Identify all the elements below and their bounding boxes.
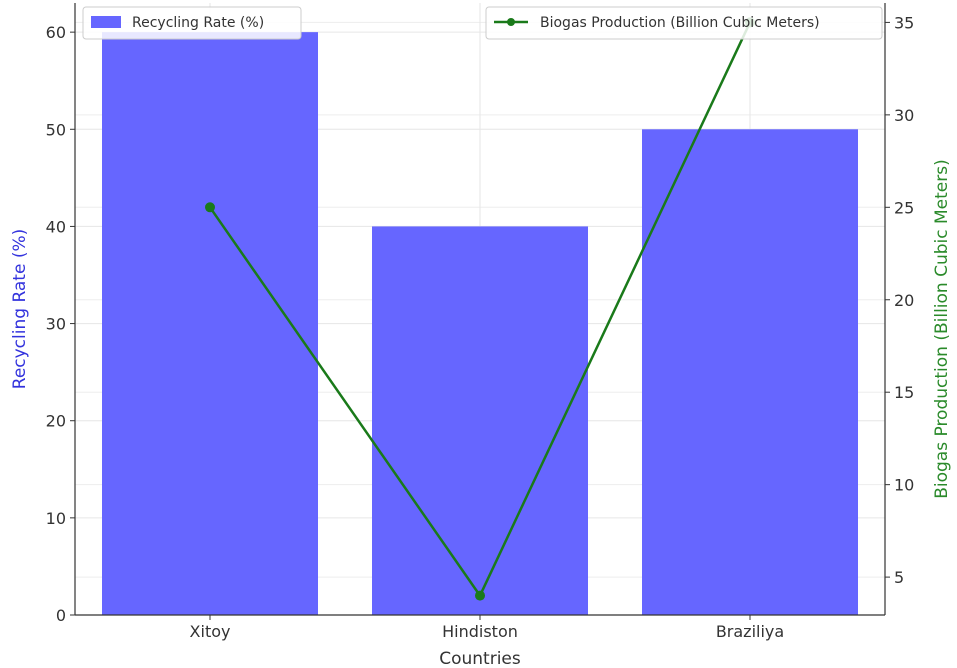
legend-line-box <box>485 6 883 40</box>
legend-line: Biogas Production (Billion Cubic Meters) <box>485 6 883 40</box>
bar-series <box>102 32 858 616</box>
bar <box>372 226 588 615</box>
tick-label-left: 50 <box>46 120 66 139</box>
tick-label-right: 20 <box>894 291 914 310</box>
tick-label-x: Hindiston <box>442 622 518 641</box>
tick-label-right: 15 <box>894 383 914 402</box>
tick-label-left: 10 <box>46 509 66 528</box>
tick-label-left: 0 <box>56 606 66 625</box>
line-point <box>475 590 485 601</box>
legend-line-marker <box>507 18 515 26</box>
tick-label-x: Xitoy <box>190 622 231 641</box>
tick-label-left: 20 <box>46 412 66 431</box>
bar <box>642 129 858 616</box>
legend-bar-label: Recycling Rate (%) <box>132 15 264 31</box>
tick-label-right: 10 <box>894 476 914 495</box>
tick-label-left: 60 <box>46 23 66 42</box>
line-point <box>205 202 215 213</box>
tick-label-right: 5 <box>894 568 904 587</box>
tick-label-right: 30 <box>894 106 914 125</box>
y-axis-right-label: Biogas Production (Billion Cubic Meters) <box>932 159 952 499</box>
x-axis-label: Countries <box>439 649 521 668</box>
y-axis-left-label: Recycling Rate (%) <box>10 229 30 389</box>
tick-label-left: 30 <box>46 315 66 334</box>
legend-bar-swatch <box>91 16 121 28</box>
tick-labels: 0 10 20 30 40 50 60 5 10 15 20 25 30 35 Xitoy Hindiston… <box>46 13 915 641</box>
tick-label-x: Braziliya <box>716 622 784 641</box>
bar <box>102 32 318 615</box>
legend-bar-box <box>82 6 302 40</box>
tick-label-right: 35 <box>894 13 914 32</box>
tick-label-right: 25 <box>894 198 914 217</box>
legend-line-label: Biogas Production (Billion Cubic Meters) <box>540 15 820 31</box>
tick-label-left: 40 <box>46 217 66 236</box>
legend-bar: Recycling Rate (%) <box>82 6 302 40</box>
